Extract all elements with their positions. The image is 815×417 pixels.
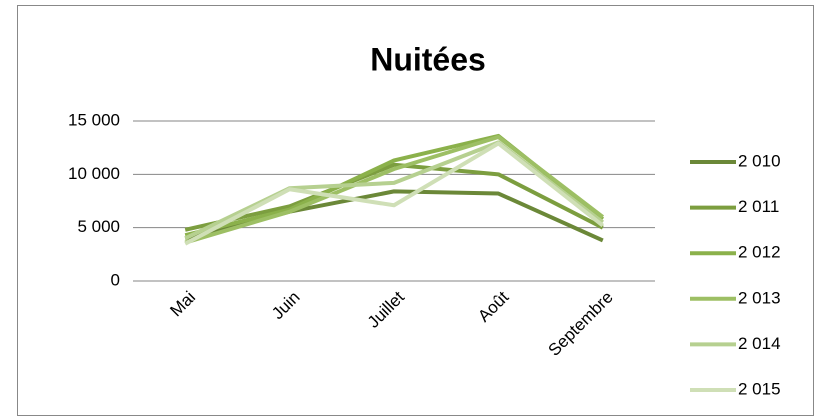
y-tick-label: 10 000 — [68, 164, 120, 183]
y-tick-label: 5 000 — [77, 217, 120, 236]
chart-title: Nuitées — [370, 41, 486, 77]
legend-label: 2 011 — [738, 197, 779, 216]
legend-label: 2 013 — [738, 288, 781, 307]
legend-label: 2 014 — [738, 334, 781, 353]
legend-label: 2 010 — [738, 151, 781, 170]
y-tick-label: 15 000 — [68, 110, 120, 129]
series-line — [184, 141, 605, 246]
y-tick-label: 0 — [111, 270, 120, 289]
legend-label: 2 015 — [738, 379, 781, 398]
legend-label: 2 012 — [738, 243, 781, 262]
series-line — [184, 162, 604, 232]
series-line — [184, 135, 605, 245]
chart-border — [17, 5, 814, 416]
